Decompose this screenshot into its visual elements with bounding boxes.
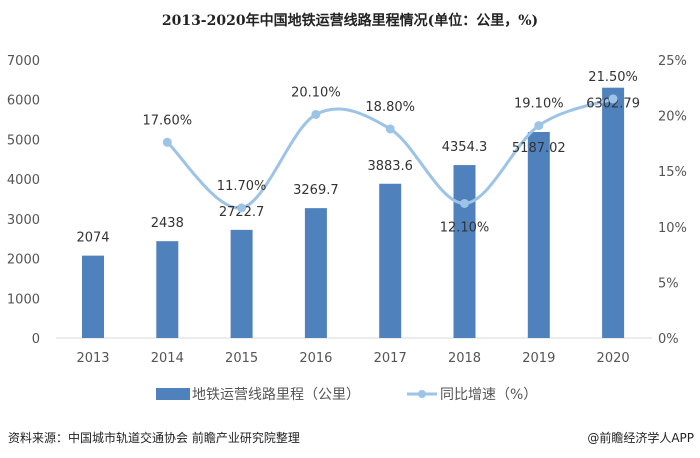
y-left-tick-label: 5000 [7, 133, 40, 148]
growth-point [385, 124, 395, 134]
bar [527, 132, 550, 338]
chart: 0 1000 2000 3000 4000 5000 6000 7000 0% 5% 10% 15% 2… [7, 54, 687, 403]
y-right-tick-label: 15% [658, 165, 687, 180]
growth-data-label: 18.80% [365, 100, 415, 115]
bar-data-label: 2438 [151, 216, 184, 231]
y-left-tick-label: 6000 [7, 94, 40, 109]
growth-point [237, 203, 247, 213]
x-tick-label: 2019 [522, 351, 555, 366]
growth-point [608, 94, 618, 104]
growth-data-label: 12.10% [440, 220, 490, 235]
bar-data-label: 3883.6 [367, 159, 413, 174]
growth-point [460, 198, 469, 208]
x-tick-label: 2017 [374, 351, 407, 366]
bar-data-label: 4354.3 [442, 140, 488, 155]
y-left-tick-label: 7000 [7, 54, 40, 69]
y-left-tick-label: 3000 [7, 213, 40, 228]
bar-data-label: 5187.02 [512, 141, 566, 156]
bar-data-label: 6302.79 [586, 97, 640, 112]
x-tick-label: 2018 [448, 351, 481, 366]
bar [82, 255, 104, 338]
source-note: 资料来源：中国城市轨道交通协会 前瞻产业研究院整理 [8, 431, 300, 445]
y-right-tick-label: 0% [658, 332, 679, 347]
y-right-tick-label: 20% [658, 110, 687, 125]
growth-point [311, 109, 321, 119]
y-left-tick-label: 4000 [7, 173, 40, 188]
bar [156, 241, 179, 338]
growth-point [534, 121, 544, 131]
x-tick-label: 2016 [299, 351, 332, 366]
x-tick-label: 2013 [76, 351, 109, 366]
growth-data-label: 11.70% [217, 179, 267, 194]
bar [230, 229, 253, 338]
bar-data-label: 3269.7 [293, 183, 339, 198]
legend-line-marker [418, 390, 426, 398]
x-tick-label: 2020 [597, 351, 630, 366]
growth-data-label: 17.60% [143, 113, 193, 128]
growth-data-label: 20.10% [291, 85, 341, 100]
x-tick-label: 2014 [151, 351, 184, 366]
legend-line-label: 同比增速（%） [440, 387, 537, 403]
y-left-tick-label: 1000 [7, 292, 40, 307]
x-tick-label: 2015 [225, 351, 258, 366]
chart-title: 2013-2020年中国地铁运营线路里程情况(单位：公里，%) [161, 13, 539, 29]
bar [379, 183, 402, 338]
legend-bar-swatch [156, 388, 190, 400]
y-left-tick-label: 0 [32, 332, 40, 347]
y-left-tick-label: 2000 [7, 253, 40, 268]
legend-bar-label: 地铁运营线路里程（公里） [192, 387, 360, 403]
bar [304, 208, 327, 338]
bar [453, 165, 476, 338]
bar-data-label: 2074 [76, 231, 109, 246]
bar [602, 87, 625, 338]
growth-data-label: 21.50% [588, 70, 638, 85]
y-right-tick-label: 10% [658, 221, 687, 236]
credit: @前瞻经济学人APP [587, 431, 694, 445]
y-right-tick-label: 5% [658, 276, 679, 291]
growth-data-label: 19.10% [514, 97, 564, 112]
growth-point [162, 137, 172, 147]
y-right-tick-label: 25% [658, 54, 687, 69]
